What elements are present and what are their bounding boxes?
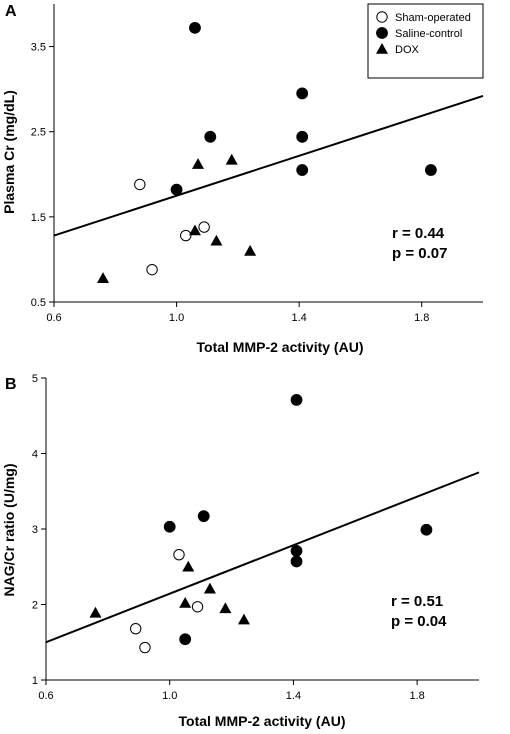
data-point xyxy=(139,641,151,654)
data-point xyxy=(188,224,201,236)
series-saline-control xyxy=(170,21,437,196)
data-point xyxy=(219,602,232,614)
x-tick-label: 1.8 xyxy=(414,312,429,324)
y-tick-label: 5 xyxy=(32,373,38,385)
data-point xyxy=(296,164,309,176)
x-tick-label: 0.6 xyxy=(46,312,61,324)
data-point xyxy=(197,510,210,523)
r-value-annotation: r = 0.44 xyxy=(392,225,445,242)
x-tick-label: 1.8 xyxy=(409,690,424,702)
x-tick-label: 1.0 xyxy=(169,312,184,324)
legend-marker xyxy=(376,27,388,39)
data-point xyxy=(192,158,205,169)
y-tick-label: 4 xyxy=(32,449,38,461)
data-point xyxy=(290,555,303,568)
p-value-annotation: p = 0.04 xyxy=(391,613,447,630)
data-point xyxy=(89,606,102,618)
data-point xyxy=(189,21,201,34)
regression-line xyxy=(53,95,484,237)
data-point xyxy=(296,87,309,100)
x-axis-label: Total MMP-2 activity (AU) xyxy=(197,339,364,355)
series-dox xyxy=(97,153,257,283)
data-point xyxy=(296,130,309,143)
r-value-annotation: r = 0.51 xyxy=(391,593,443,610)
data-point xyxy=(225,153,238,165)
panel-label: A xyxy=(5,3,17,20)
series-dox xyxy=(89,560,250,625)
legend: Sham-operated Saline-control DOX xyxy=(367,3,484,79)
panel-b: B 0.6 1.0 1.4 1.8 1 2 3 4 5 Total MMP-2 activity (… xyxy=(1,373,480,729)
y-tick-label: 1.5 xyxy=(31,212,46,224)
legend-label: DOX xyxy=(395,44,420,56)
y-axis-label: NAG/Cr ratio (U/mg) xyxy=(1,464,17,597)
series-saline-control xyxy=(163,393,433,646)
data-point xyxy=(129,622,142,635)
data-point xyxy=(170,183,183,196)
x-tick-label: 1.0 xyxy=(162,690,177,702)
series-sham-operated xyxy=(129,548,204,654)
legend-label: Sham-operated xyxy=(395,12,471,24)
x-tick-label: 0.6 xyxy=(38,690,53,702)
data-point xyxy=(191,601,204,613)
data-point xyxy=(146,263,158,276)
x-axis-label: Total MMP-2 activity (AU) xyxy=(179,713,346,729)
y-tick-label: 3 xyxy=(32,524,38,536)
data-point xyxy=(180,229,192,242)
data-point xyxy=(290,544,303,557)
y-tick-label: 1 xyxy=(32,675,38,687)
data-point xyxy=(173,548,185,561)
data-point xyxy=(204,130,217,143)
data-point xyxy=(244,244,257,256)
x-tick-label: 1.4 xyxy=(286,690,301,702)
y-axis-label: Plasma Cr (mg/dL) xyxy=(1,90,17,214)
y-tick-label: 0.5 xyxy=(31,297,46,309)
data-point xyxy=(182,560,195,572)
data-point xyxy=(290,393,303,406)
data-point xyxy=(210,234,223,246)
panel-label: B xyxy=(5,376,17,393)
data-point xyxy=(237,613,250,625)
y-tick-label: 2 xyxy=(32,600,38,612)
x-tick-label: 1.4 xyxy=(291,312,306,324)
data-point xyxy=(179,596,192,608)
panel-a: A 0.6 1.0 1.4 1.8 0.5 1.5 2.5 3.5 Total MMP-2 act… xyxy=(1,3,484,355)
data-point xyxy=(163,520,176,533)
legend-marker xyxy=(376,11,388,23)
data-point xyxy=(203,582,216,594)
data-point xyxy=(134,178,146,191)
y-tick-label: 3.5 xyxy=(31,42,46,54)
data-point xyxy=(198,221,210,233)
regression-line xyxy=(45,471,480,644)
data-point xyxy=(179,633,192,646)
y-tick-label: 2.5 xyxy=(31,127,46,139)
data-point xyxy=(420,523,433,536)
legend-label: Saline-control xyxy=(395,28,462,40)
series-sham-operated xyxy=(134,178,210,276)
p-value-annotation: p = 0.07 xyxy=(392,245,447,262)
data-point xyxy=(97,272,110,283)
legend-marker xyxy=(376,43,388,54)
data-point xyxy=(425,164,437,176)
